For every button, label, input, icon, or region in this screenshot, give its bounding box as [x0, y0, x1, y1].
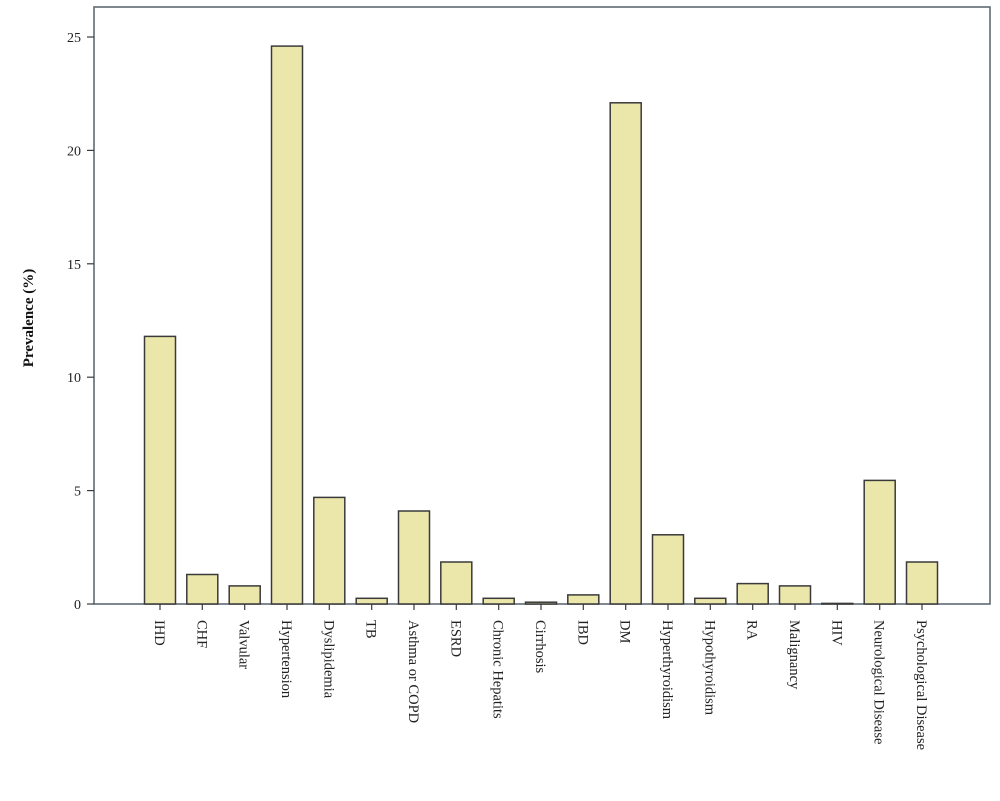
bar-asthma-or-copd — [397, 510, 431, 605]
bar-neurological-disease — [863, 479, 896, 605]
x-tick-label-hiv: HIV — [828, 620, 844, 646]
y-tick-label-10: 10 — [67, 371, 81, 386]
y-tick-label-25: 25 — [67, 31, 81, 46]
x-tick-label-dm: DM — [617, 620, 633, 643]
y-tick-label-5: 5 — [74, 485, 81, 500]
bar-chf — [186, 573, 219, 605]
x-tick-label-ibd: IBD — [574, 620, 590, 645]
y-tick-label-20: 20 — [67, 144, 81, 159]
x-tick-label-dyslipidemia: Dyslipidemia — [320, 620, 336, 699]
bar-hypothyroidism — [694, 597, 727, 605]
bar-psychological-disease — [905, 561, 939, 605]
x-tick-label-valvular: Valvular — [236, 620, 252, 669]
x-axis: IHD CHF Valvular Hypertension Dyslipidemia TB… — [151, 604, 929, 750]
bars-group — [143, 45, 939, 605]
x-tick-label-esrd: ESRD — [447, 620, 463, 657]
y-tick-label-0: 0 — [74, 598, 81, 613]
bar-cirrhosis — [524, 601, 558, 605]
plot-frame — [93, 6, 991, 605]
bar-esrd — [440, 561, 473, 605]
x-tick-label-malignancy: Malignancy — [786, 620, 802, 690]
bar-ihd — [143, 335, 177, 605]
bar-hiv — [821, 602, 854, 605]
bar-ra — [736, 582, 769, 605]
x-tick-label-asthma-or-copd: Asthma or COPD — [405, 620, 421, 723]
y-tick-label-15: 15 — [67, 258, 81, 273]
x-tick-label-ra: RA — [744, 620, 760, 641]
x-tick-label-psychological-disease: Psychological Disease — [913, 620, 929, 750]
x-tick-label-neurological-disease: Neurological Disease — [871, 620, 887, 744]
bar-valvular — [228, 585, 261, 605]
bar-ibd — [567, 594, 600, 605]
bar-dyslipidemia — [313, 496, 346, 605]
x-tick-label-chronic-hepatits: Chronic Hepatits — [490, 620, 506, 719]
x-tick-label-tb: TB — [363, 620, 379, 639]
bar-tb — [355, 597, 388, 605]
x-tick-label-ihd: IHD — [151, 620, 167, 646]
bar-hypertension — [270, 45, 304, 605]
bar-malignancy — [778, 585, 812, 605]
y-axis-label: Prevalence (%) — [21, 269, 37, 367]
x-tick-label-hyperthyroidism: Hyperthyroidism — [659, 620, 675, 720]
y-axis: 0 5 10 15 20 25 — [67, 31, 94, 613]
bar-hyperthyroidism — [651, 534, 685, 605]
x-tick-label-hypothyroidism: Hypothyroidism — [701, 620, 717, 716]
bar-chronic-hepatits — [482, 597, 515, 605]
x-tick-label-hypertension: Hypertension — [278, 620, 294, 699]
x-tick-label-chf: CHF — [193, 620, 209, 648]
bar-dm — [609, 102, 642, 605]
x-tick-label-cirrhosis: Cirrhosis — [532, 620, 548, 674]
